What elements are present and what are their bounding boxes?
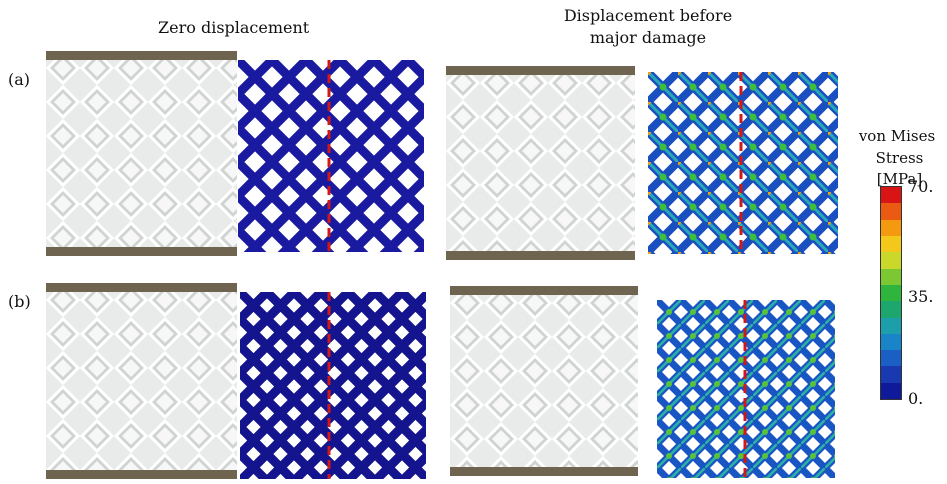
colorbar-segment — [881, 235, 901, 253]
colorbar-segment — [881, 333, 901, 351]
colorbar-tick-70: 70. — [908, 177, 934, 196]
heading-displacement-line2: major damage — [589, 28, 707, 47]
sim-b-zero-displacement — [240, 292, 426, 479]
colorbar-segment — [881, 382, 901, 400]
colorbar-segment — [881, 268, 901, 285]
legend-title-line2: Stress [MPa] — [875, 149, 924, 188]
row-label-a: (a) — [8, 70, 31, 89]
colorbar-segment — [881, 301, 901, 318]
colorbar-segment — [881, 284, 901, 302]
colorbar-segment — [881, 252, 901, 269]
photo-b-before-damage — [450, 286, 638, 476]
colorbar-segment — [881, 219, 901, 236]
heading-displacement-line1: Displacement before — [563, 6, 733, 25]
row-label-b: (b) — [8, 292, 31, 311]
colorbar-segment — [881, 203, 901, 220]
colorbar-segment — [881, 187, 901, 204]
sim-a-zero-displacement — [238, 60, 424, 252]
sim-b-before-damage-stress — [657, 300, 835, 478]
photo-a-before-damage — [446, 66, 635, 260]
colorbar-tick-0: 0. — [908, 389, 924, 408]
stress-colorbar — [880, 186, 902, 400]
colorbar-segment — [881, 366, 901, 383]
photo-a-zero-displacement — [46, 51, 237, 256]
colorbar-tick-35: 35. — [908, 287, 934, 306]
photo-b-zero-displacement — [46, 283, 237, 479]
colorbar-segment — [881, 317, 901, 334]
colorbar-segment — [881, 350, 901, 367]
heading-zero-displacement: Zero displacement — [158, 18, 310, 37]
sim-a-before-damage-stress — [648, 72, 838, 254]
legend-title-line1: von Mises — [858, 127, 936, 145]
